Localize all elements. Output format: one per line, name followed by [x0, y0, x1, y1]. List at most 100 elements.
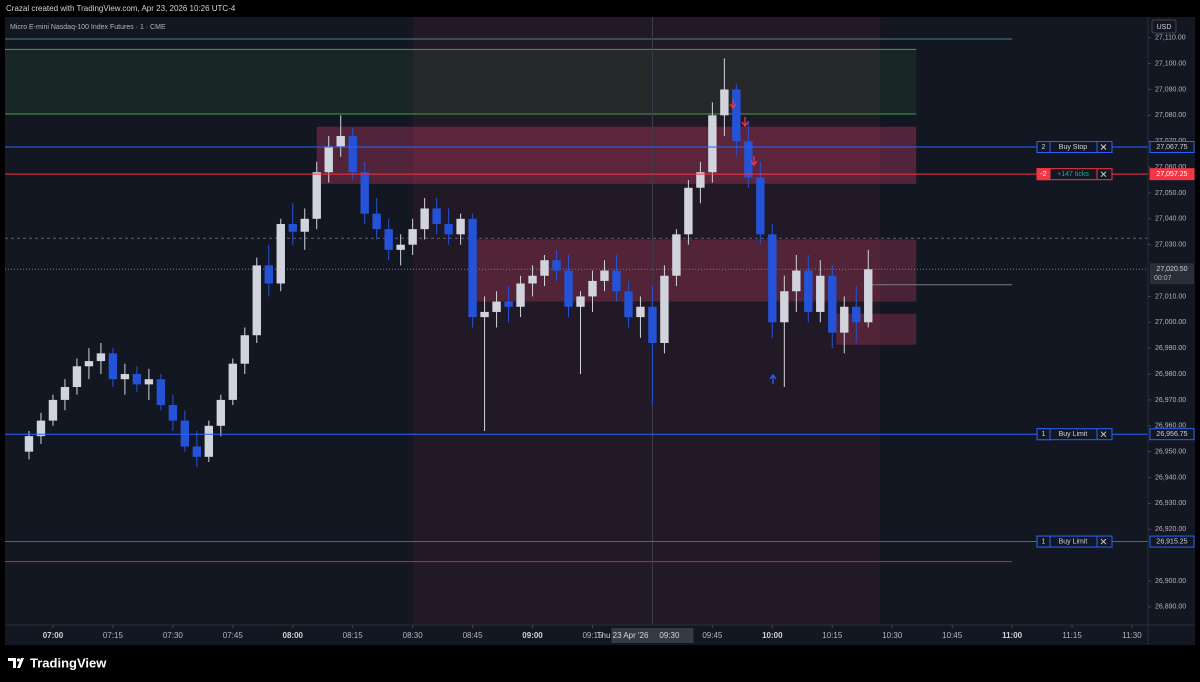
session-shade: [412, 17, 881, 625]
candle-body: [420, 208, 429, 230]
candle-body: [360, 172, 369, 214]
order-qty: -2: [1040, 171, 1046, 178]
x-tick-label: 11:00: [1002, 631, 1023, 640]
candle-body: [564, 270, 573, 307]
candle-body: [240, 335, 249, 364]
order-price: 27,057.25: [1156, 171, 1187, 178]
candle-body: [816, 275, 825, 312]
buy-arrow: [769, 373, 777, 384]
candle-body: [120, 374, 130, 380]
y-tick-label: 27,000.00: [1155, 319, 1186, 326]
candle-body: [288, 223, 297, 232]
candle-body: [384, 229, 393, 250]
sell-arrow: [750, 156, 758, 167]
candle-body: [852, 306, 861, 323]
candle-body: [648, 306, 657, 343]
candle-body: [696, 172, 705, 188]
crosshair-time: 09:30: [659, 631, 680, 640]
brand: TradingView: [30, 655, 107, 670]
order-cancel: [1100, 144, 1107, 150]
order-cancel: [1100, 171, 1107, 178]
order-price-box: [1149, 535, 1195, 548]
candle-body: [96, 353, 106, 362]
y-tick-label: 26,980.00: [1155, 371, 1186, 378]
candle-body: [324, 146, 333, 173]
sell-arrow: [729, 99, 737, 110]
candle-body: [612, 270, 621, 292]
candle-body: [684, 187, 693, 235]
x-tick-label: 10:00: [762, 631, 783, 640]
order-cancel: [1100, 538, 1107, 545]
candle-body: [348, 136, 357, 173]
x-tick-label: 08:45: [463, 631, 484, 640]
y-tick-label: 27,110.00: [1155, 35, 1186, 42]
x-tick-label: 11:15: [1062, 631, 1082, 640]
candle-body: [396, 244, 405, 250]
order-qty: 1: [1042, 538, 1046, 545]
zone: [316, 126, 917, 184]
x-tick-label: 07:15: [103, 631, 124, 640]
candle-body: [144, 379, 154, 385]
candle-body: [468, 218, 477, 318]
candle-body: [216, 399, 226, 426]
x-tick-label: 10:30: [882, 631, 903, 640]
last-price-box: [1150, 263, 1194, 285]
candle-body: [516, 283, 525, 307]
y-tick-label: 26,930.00: [1155, 500, 1186, 507]
brand-logo: [8, 658, 24, 668]
logo-dot: [16, 658, 21, 662]
order-qty-box: [1036, 168, 1051, 181]
candle-body: [480, 311, 489, 318]
y-tick-label: 27,030.00: [1155, 242, 1186, 249]
y-tick-label: 27,080.00: [1155, 112, 1186, 119]
x-tick-label: 07:30: [163, 631, 184, 640]
candle-body: [204, 425, 214, 457]
x-tick-label: 10:45: [942, 631, 963, 640]
countdown: 00:07: [1154, 275, 1172, 282]
sell-arrow: [741, 117, 749, 128]
y-tick-label: 26,940.00: [1155, 474, 1186, 481]
candle-body: [156, 379, 166, 406]
candle-body: [768, 234, 777, 323]
crosshair-box: [611, 628, 694, 643]
crosshair-date: Thu 23 Apr '26: [597, 631, 649, 640]
candle-body: [168, 405, 178, 421]
order-qty-box: [1036, 141, 1051, 154]
caption: Crazal created with TradingView.com, Apr…: [6, 4, 236, 13]
candle-body: [336, 136, 345, 147]
candle-body: [588, 280, 597, 297]
x-tick-label: 09:15: [582, 631, 603, 640]
order-price: 26,915.25: [1156, 538, 1187, 545]
order-cancel: [1100, 431, 1107, 438]
order-price-box: [1149, 428, 1195, 441]
order-label: Buy Stop: [1059, 144, 1088, 151]
candle-body: [48, 399, 58, 421]
x-tick-label: 09:00: [522, 631, 543, 640]
symbol: Micro E-mini Nasdaq-100 Index Futures · …: [10, 24, 166, 31]
axes: 26,890.00 26,900.00 26,920.00 26,930.00 26,9…: [5, 17, 1195, 645]
y-tick-label: 26,970.00: [1155, 397, 1186, 404]
x-tick-label: 10:15: [822, 631, 843, 640]
x-tick-label: 11:30: [1122, 631, 1142, 640]
order-label: Buy Limit: [1059, 538, 1088, 545]
y-tick-label: 27,090.00: [1155, 86, 1186, 93]
candle-body: [132, 374, 142, 385]
y-tick-label: 27,050.00: [1155, 190, 1186, 197]
order-label: +147 ticks: [1057, 171, 1089, 178]
candle-body: [504, 301, 513, 307]
candle-body: [36, 420, 46, 437]
chart-pane: [5, 17, 1195, 645]
candle-body: [792, 270, 801, 292]
y-tick-label: 26,900.00: [1155, 578, 1186, 585]
candle-body: [828, 275, 837, 333]
candle-body: [300, 218, 309, 232]
candle-body: [60, 386, 70, 400]
candle-body: [540, 260, 549, 276]
last-price: 27,020.50: [1156, 266, 1187, 273]
candle-body: [804, 270, 813, 312]
candle-body: [84, 361, 94, 367]
candle-body: [552, 260, 561, 271]
signal-arrows: [729, 99, 777, 384]
candle-body: [528, 275, 537, 284]
